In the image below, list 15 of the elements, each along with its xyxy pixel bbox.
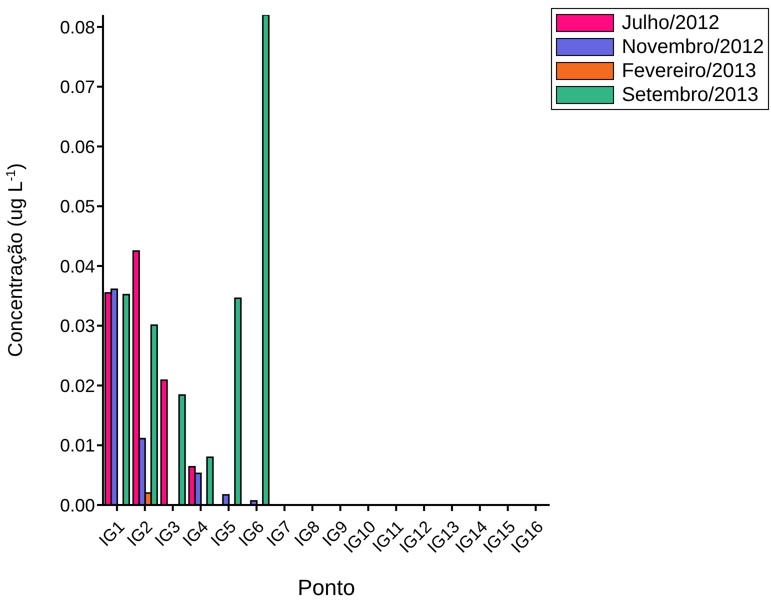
y-tick-label: 0.00 [60, 495, 95, 516]
y-tick-label: 0.08 [60, 17, 95, 38]
y-tick-label: 0.02 [60, 376, 95, 396]
y-tick-label: 0.01 [60, 436, 95, 456]
y-tick-label: 0.03 [60, 316, 95, 336]
y-tick-label: 0.06 [60, 136, 95, 157]
x-tick-label: IG1 [95, 517, 128, 550]
legend-label: Fevereiro/2013 [622, 60, 756, 82]
y-tick-label: 0.07 [60, 77, 95, 98]
legend-label: Setembro/2013 [622, 84, 758, 106]
legend-label: Julho/2012 [622, 12, 720, 34]
legend-label: Novembro/2012 [622, 36, 764, 58]
y-tick-label: 0.04 [60, 256, 95, 276]
x-axis-title: Ponto [298, 575, 356, 600]
y-tick-label: 0.05 [60, 196, 95, 217]
